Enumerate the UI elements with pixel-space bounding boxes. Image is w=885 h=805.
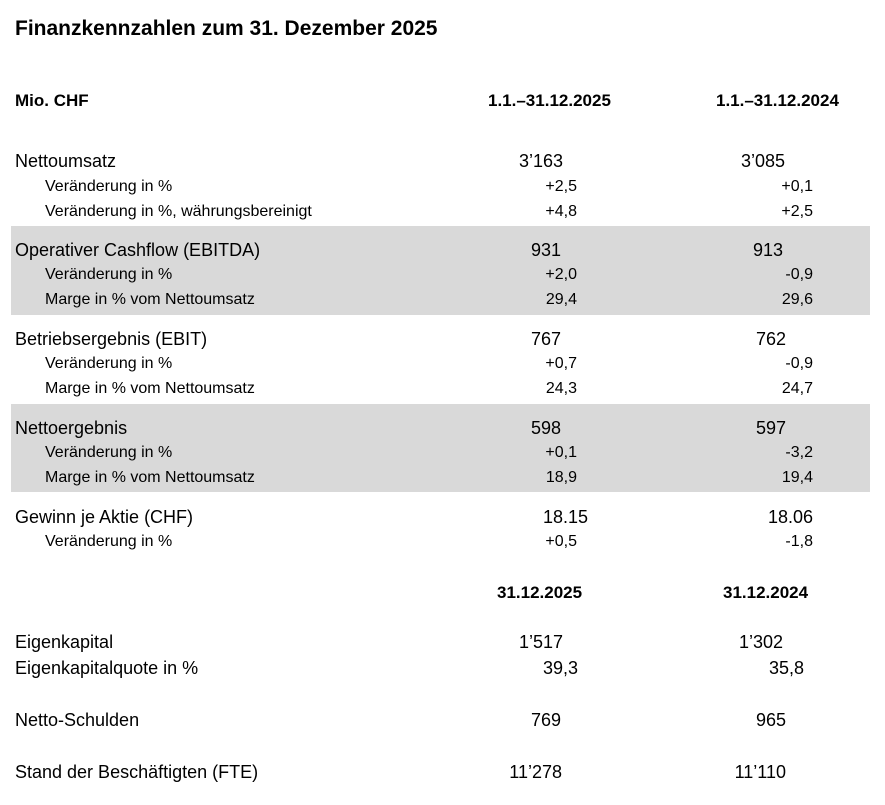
row-label: Eigenkapital [15, 632, 114, 652]
row-nettoergebnis: Nettoergebnis 598 597 [0, 418, 885, 444]
row-ebitda-veraenderung: Veränderung in % +2,0 -0,9 [0, 265, 885, 291]
row-label: Marge in % vom Nettoumsatz [45, 291, 255, 308]
date-header-2025: 31.12.2025 [497, 583, 583, 602]
value-2025: +0,7 [545, 355, 577, 372]
value-2025: 769 [530, 710, 561, 730]
value-2025: +0,5 [545, 533, 577, 550]
row-label: Stand der Beschäftigten (FTE) [15, 762, 259, 782]
value-2024: 35,8 [768, 658, 804, 678]
value-2024: +2,5 [781, 203, 813, 220]
row-netto-schulden: Netto-Schulden 769 965 [0, 710, 885, 736]
row-label: Gewinn je Aktie (CHF) [15, 507, 194, 527]
value-2024: 29,6 [781, 291, 813, 308]
row-label: Eigenkapitalquote in % [15, 658, 199, 678]
value-2024: 24,7 [781, 380, 813, 397]
row-label: Veränderung in % [45, 355, 173, 372]
row-nettoergebnis-marge: Marge in % vom Nettoumsatz 18,9 19,4 [0, 468, 885, 494]
value-2024: 11’110 [734, 762, 786, 782]
row-nettoumsatz: Nettoumsatz 3’163 3’085 [0, 151, 885, 177]
row-label: Operativer Cashflow (EBITDA) [15, 240, 261, 260]
value-2025: 39,3 [542, 658, 578, 678]
unit-label: Mio. CHF [15, 91, 89, 110]
value-2024: -1,8 [785, 533, 813, 550]
row-gewinn-je-aktie: Gewinn je Aktie (CHF) 18.15 18.06 [0, 507, 885, 533]
value-2024: 762 [755, 329, 786, 349]
value-2024: 913 [752, 240, 783, 260]
value-2025: 11’278 [509, 762, 562, 782]
value-2025: 767 [530, 329, 561, 349]
value-2024: -0,9 [785, 355, 813, 372]
row-label: Marge in % vom Nettoumsatz [45, 469, 255, 486]
value-2025: 29,4 [545, 291, 577, 308]
row-beschaeftigte: Stand der Beschäftigten (FTE) 11’278 11’… [0, 762, 885, 788]
value-2025: 18,9 [545, 469, 577, 486]
row-label: Marge in % vom Nettoumsatz [45, 380, 255, 397]
row-label: Betriebsergebnis (EBIT) [15, 329, 208, 349]
value-2025: 3’163 [518, 151, 563, 171]
row-label: Veränderung in % [45, 444, 173, 461]
value-2025: 598 [530, 418, 561, 438]
row-ebit: Betriebsergebnis (EBIT) 767 762 [0, 329, 885, 355]
row-label: Veränderung in % [45, 178, 173, 195]
value-2024: 19,4 [781, 469, 813, 486]
value-2025: +2,0 [545, 266, 577, 283]
value-2025: 18.15 [542, 507, 588, 527]
row-gewinn-je-aktie-veraenderung: Veränderung in % +0,5 -1,8 [0, 532, 885, 558]
value-2024: 965 [755, 710, 786, 730]
row-nettoergebnis-veraenderung: Veränderung in % +0,1 -3,2 [0, 443, 885, 469]
value-2024: 18.06 [767, 507, 813, 527]
row-nettoumsatz-veraenderung: Veränderung in % +2,5 +0,1 [0, 177, 885, 203]
row-ebitda-marge: Marge in % vom Nettoumsatz 29,4 29,6 [0, 290, 885, 316]
value-2025: +2,5 [545, 178, 577, 195]
row-label: Veränderung in % [45, 533, 173, 550]
row-eigenkapital: Eigenkapital 1’517 1’302 [0, 632, 885, 658]
date-header-2024: 31.12.2024 [723, 583, 809, 602]
row-ebit-marge: Marge in % vom Nettoumsatz 24,3 24,7 [0, 379, 885, 405]
value-2024: +0,1 [781, 178, 813, 195]
value-2025: 1’517 [518, 632, 563, 652]
period-header-2024: 1.1.–31.12.2024 [716, 91, 839, 110]
row-label: Veränderung in % [45, 266, 173, 283]
value-2024: 597 [755, 418, 786, 438]
value-2025: +0,1 [545, 444, 577, 461]
value-2024: 1’302 [738, 632, 783, 652]
row-label: Nettoergebnis [15, 418, 128, 438]
shaded-band-ebitda [11, 226, 870, 315]
row-ebitda: Operativer Cashflow (EBITDA) 931 913 [0, 240, 885, 266]
value-2025: 24,3 [545, 380, 577, 397]
value-2024: 3’085 [740, 151, 785, 171]
row-nettoumsatz-waehrungsbereinigt: Veränderung in %, währungsbereinigt +4,8… [0, 202, 885, 228]
page-title: Finanzkennzahlen zum 31. Dezember 2025 [15, 17, 438, 40]
row-eigenkapitalquote: Eigenkapitalquote in % 39,3 35,8 [0, 658, 885, 684]
row-label: Veränderung in %, währungsbereinigt [45, 203, 312, 220]
row-ebit-veraenderung: Veränderung in % +0,7 -0,9 [0, 354, 885, 380]
value-2025: 931 [530, 240, 561, 260]
period-header-2025: 1.1.–31.12.2025 [488, 91, 611, 110]
shaded-band-nettoergebnis [11, 404, 870, 492]
row-label: Nettoumsatz [15, 151, 117, 171]
value-2024: -3,2 [785, 444, 813, 461]
value-2025: +4,8 [545, 203, 577, 220]
row-label: Netto-Schulden [15, 710, 140, 730]
value-2024: -0,9 [785, 266, 813, 283]
